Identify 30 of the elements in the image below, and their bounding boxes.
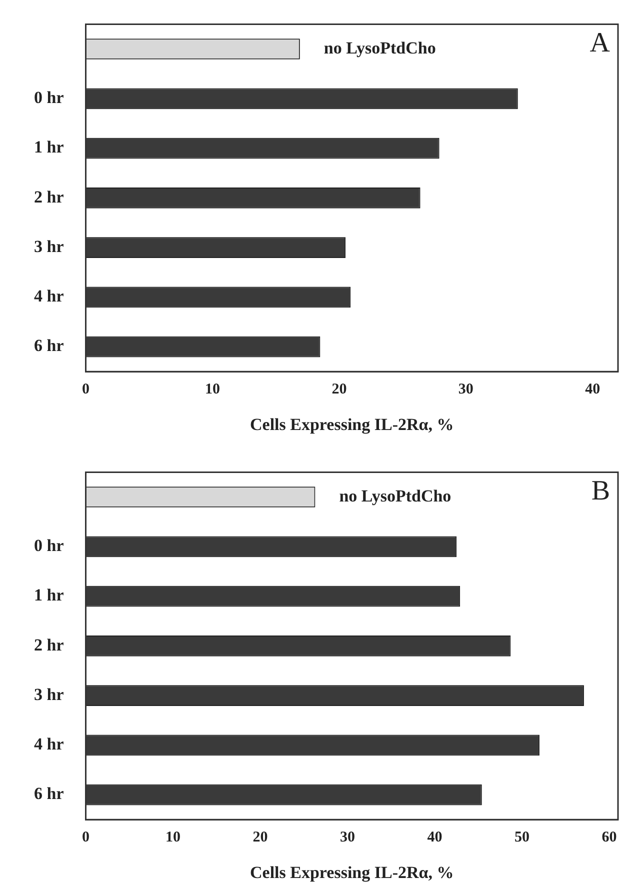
x-axis-title: Cells Expressing IL-2Rα, % (250, 415, 454, 434)
y-tick-label: 1 hr (34, 586, 64, 605)
y-tick-label: 3 hr (34, 236, 64, 256)
y-tick-label: 4 hr (34, 734, 64, 754)
y-tick-label: 1 hr (34, 138, 64, 157)
annotation: no LysoPtdCho (324, 38, 436, 58)
x-tick-label: 40 (585, 381, 600, 398)
y-tick-label: 2 hr (34, 187, 64, 206)
x-tick-label: 60 (602, 829, 617, 846)
x-axis-title: Cells Expressing IL-2Rα, % (250, 863, 454, 882)
y-tick-label: 0 hr (34, 536, 64, 556)
x-tick-label: 10 (166, 829, 181, 846)
x-tick-label: 0 (82, 381, 90, 398)
x-tick-label: 30 (458, 381, 474, 398)
x-tick-label: 30 (340, 829, 356, 846)
y-tick-label: 4 hr (34, 286, 64, 306)
y-tick-label: 2 hr (34, 635, 64, 654)
x-tick-label: 20 (332, 381, 347, 398)
y-tick-label: 6 hr (34, 784, 64, 804)
chart-title: A (590, 28, 611, 59)
x-tick-label: 10 (204, 381, 220, 398)
x-tick-label: 50 (514, 829, 530, 846)
y-tick-label: 3 hr (34, 684, 64, 704)
x-tick-label: 20 (252, 829, 268, 846)
x-tick-label: 40 (427, 829, 442, 846)
chart-title: B (591, 476, 610, 507)
annotation: no LysoPtdCho (339, 486, 452, 506)
y-tick-label: 6 hr (34, 336, 64, 356)
y-tick-label: 0 hr (34, 88, 64, 108)
x-tick-label: 0 (82, 829, 90, 846)
